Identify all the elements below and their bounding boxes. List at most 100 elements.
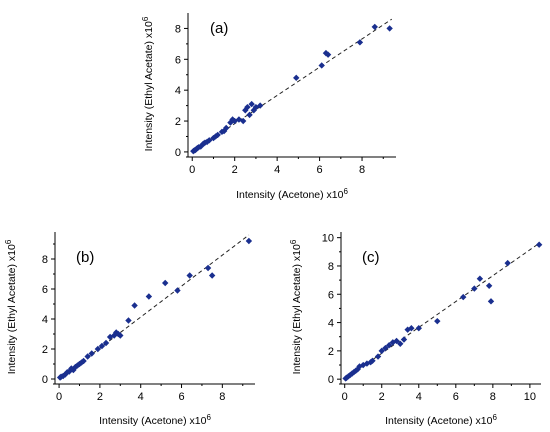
data-point <box>84 353 91 360</box>
y-tick-label: 4 <box>328 318 334 330</box>
y-tick-label: 0 <box>42 374 48 386</box>
x-axis-title: Intensity (Acetone) x106 <box>385 413 497 427</box>
data-point <box>356 39 364 46</box>
data-point <box>131 302 138 309</box>
y-axis-title-text: Intensity (Ethyl Acetate) x10 <box>291 244 303 374</box>
x-tick-label: 6 <box>178 391 184 403</box>
data-point <box>125 317 132 324</box>
data-point <box>397 340 404 347</box>
data-point <box>408 325 415 332</box>
y-axis-title-text: Intensity (Ethyl Acetate) x10 <box>143 21 155 151</box>
data-point <box>535 241 543 248</box>
x-axis-title-text: Intensity (Acetone) x10 <box>99 415 207 427</box>
y-axis-title: Intensity (Ethyl Acetate) x106 <box>4 239 18 374</box>
data-point <box>246 111 253 119</box>
data-point <box>98 342 106 350</box>
panel-label: (a) <box>210 20 228 37</box>
data-point <box>256 102 264 109</box>
panel-label: (b) <box>76 249 94 266</box>
x-axis-title-exponent: 6 <box>343 187 348 196</box>
data-point <box>369 357 376 364</box>
x-tick-label: 2 <box>97 391 103 403</box>
fit-line <box>344 242 540 380</box>
data-point <box>174 287 181 294</box>
x-axis-title: Intensity (Acetone) x106 <box>99 413 211 427</box>
y-tick-label: 6 <box>328 289 334 301</box>
data-point <box>460 293 467 301</box>
x-tick-label: 6 <box>453 391 459 403</box>
y-tick-label: 8 <box>328 261 334 273</box>
data-point <box>94 345 102 353</box>
y-tick-label: 8 <box>175 23 181 35</box>
x-tick-label: 6 <box>317 164 323 176</box>
data-point <box>485 282 493 289</box>
data-point <box>242 107 249 114</box>
data-point <box>208 272 216 279</box>
y-tick-label: 6 <box>42 284 48 296</box>
y-tick-label: 2 <box>42 344 48 356</box>
data-point <box>231 117 238 125</box>
data-point <box>244 103 251 111</box>
x-tick-label: 8 <box>359 164 365 176</box>
data-point <box>102 339 110 347</box>
x-axis-title-text: Intensity (Acetone) x10 <box>385 415 493 427</box>
y-axis-title: Intensity (Ethyl Acetate) x106 <box>141 16 155 151</box>
data-point <box>476 275 484 282</box>
y-tick-label: 4 <box>175 85 181 97</box>
data-point <box>382 344 389 352</box>
x-axis-title-exponent: 6 <box>492 413 497 422</box>
y-axis-title: Intensity (Ethyl Acetate) x106 <box>289 239 303 374</box>
panel-c: 0 2 4 6 8 10 0 2 4 6 8 10 (c) Intensity (Acetone) x10… <box>289 232 543 427</box>
data-point <box>214 131 221 139</box>
data-point <box>145 293 153 300</box>
data-point <box>385 342 393 349</box>
data-point <box>223 124 230 132</box>
data-point <box>186 272 193 279</box>
data-point <box>88 350 95 357</box>
data-point <box>210 134 217 142</box>
y-tick-label: 2 <box>175 116 181 128</box>
x-tick-label: 0 <box>56 391 62 403</box>
data-point <box>62 371 69 378</box>
fit-line <box>58 234 250 380</box>
data-point <box>248 100 255 108</box>
data-point <box>110 332 118 339</box>
data-point <box>487 298 495 305</box>
x-tick-label: 8 <box>219 391 225 403</box>
panel-label: (c) <box>362 249 380 266</box>
data-point <box>66 368 73 375</box>
y-tick-label: 4 <box>42 314 48 326</box>
y-tick-label: 8 <box>42 254 48 266</box>
x-tick-label: 0 <box>342 391 348 403</box>
data-point <box>393 337 400 345</box>
y-axis-title-exponent: 6 <box>4 239 13 244</box>
data-point <box>293 74 300 82</box>
data-point <box>227 119 234 126</box>
y-tick-label: 0 <box>328 374 334 386</box>
y-tick-label: 6 <box>175 54 181 66</box>
y-axis-title-text: Intensity (Ethyl Acetate) x10 <box>6 244 18 374</box>
x-tick-label: 2 <box>379 391 385 403</box>
data-point <box>386 25 393 32</box>
y-tick-label: 0 <box>175 147 181 159</box>
data-point <box>239 117 247 125</box>
data-point <box>113 329 120 336</box>
data-point <box>162 279 169 287</box>
y-tick-label: 2 <box>328 346 334 358</box>
x-axis-title: Intensity (Acetone) x106 <box>236 187 348 201</box>
data-point <box>203 138 211 146</box>
data-point <box>324 51 332 58</box>
data-point <box>78 359 85 366</box>
x-axis-title-text: Intensity (Acetone) x10 <box>236 189 344 201</box>
data-point <box>415 325 422 332</box>
x-tick-label: 10 <box>524 391 536 403</box>
data-point <box>318 62 325 69</box>
x-tick-label: 2 <box>232 164 238 176</box>
data-point <box>115 330 122 338</box>
y-axis-title-exponent: 6 <box>289 239 298 244</box>
data-point <box>204 264 212 272</box>
x-tick-label: 0 <box>189 164 195 176</box>
data-point <box>117 332 124 339</box>
x-tick-label: 4 <box>274 164 280 176</box>
